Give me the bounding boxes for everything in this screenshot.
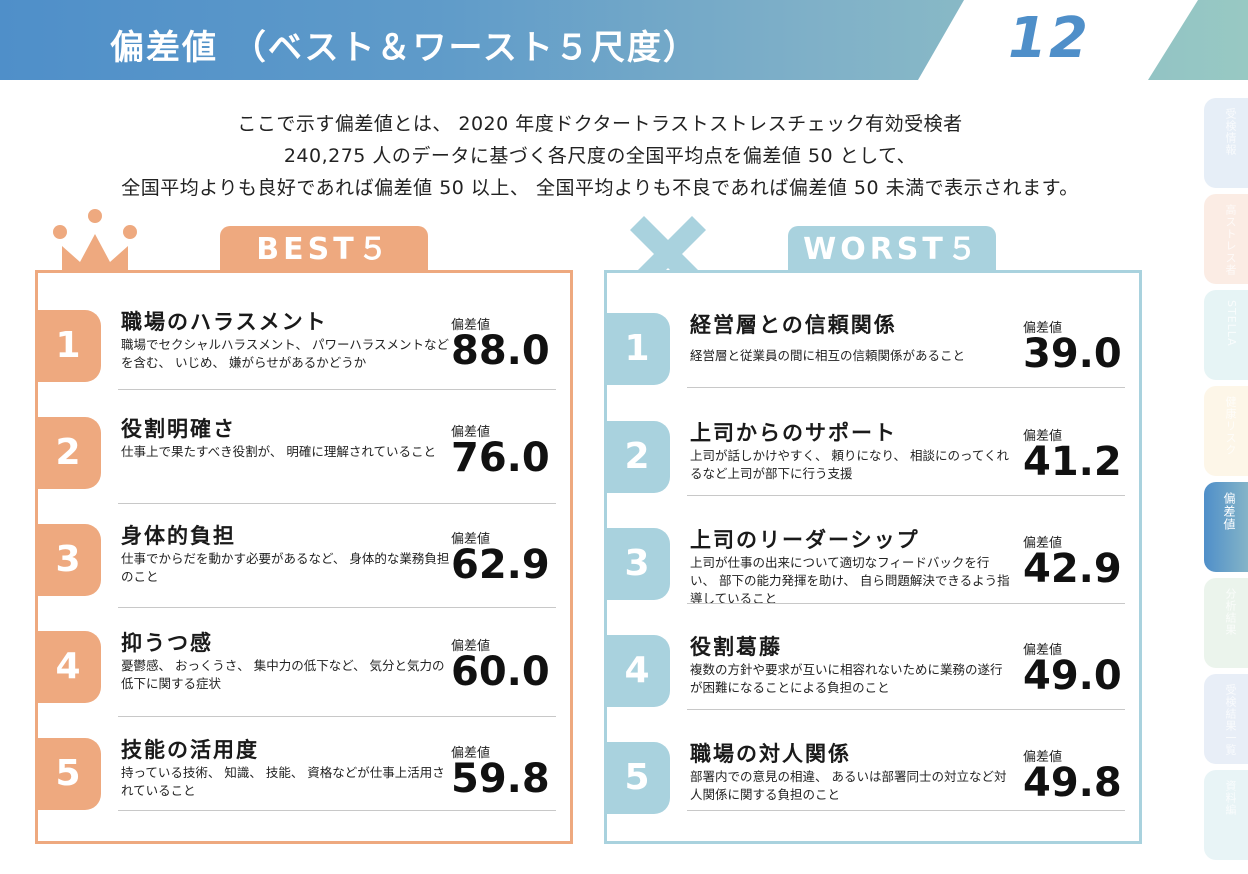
scale-title: 職場の対人関係: [690, 742, 851, 766]
rank-badge: 5: [35, 738, 101, 810]
deviation-label: 偏差値: [451, 639, 491, 654]
rank-badge: 5: [604, 742, 670, 814]
scale-title: 身体的負担: [121, 524, 236, 548]
best-item-4: 4 抑うつ感 憂鬱感、 おっくうさ、 集中力の低下など、 気分と気力の低下に関す…: [35, 631, 570, 741]
row-divider: [687, 810, 1125, 811]
row-divider: [118, 503, 556, 504]
rank-badge: 2: [35, 417, 101, 489]
worst-item-4: 4 役割葛藤 複数の方針や要求が互いに相容れないために業務の遂行が困難になること…: [604, 635, 1139, 745]
row-divider: [118, 716, 556, 717]
intro-text: ここで示す偏差値とは、 2020 年度ドクタートラストストレスチェック有効受検者…: [0, 108, 1200, 204]
scale-description: 上司が話しかけやすく、 頼りになり、 相談にのってくれるなど上司が部下に行う支援: [690, 448, 1009, 481]
side-tab-results-list[interactable]: 受検結果一覧: [1204, 674, 1248, 764]
deviation-value: 42.9: [1023, 546, 1122, 592]
row-divider: [118, 389, 556, 390]
intro-line: ここで示す偏差値とは、 2020 年度ドクタートラストストレスチェック有効受検者: [237, 113, 963, 135]
deviation-value: 62.9: [451, 542, 550, 588]
rank-badge: 4: [35, 631, 101, 703]
deviation-label: 偏差値: [1023, 321, 1063, 336]
best5-tab: BEST５: [220, 226, 428, 272]
deviation-label: 偏差値: [1023, 750, 1063, 765]
deviation-value: 60.0: [451, 649, 550, 695]
best-item-5: 5 技能の活用度 持っている技術、 知識、 技能、 資格などが仕事上活用されてい…: [35, 738, 570, 848]
side-tab-jukenjoho[interactable]: 受検情報: [1204, 98, 1248, 188]
scale-title: 上司からのサポート: [690, 421, 897, 445]
scale-title: 技能の活用度: [121, 738, 259, 762]
deviation-label: 偏差値: [1023, 536, 1063, 551]
scale-description: 複数の方針や要求が互いに相容れないために業務の遂行が困難になることによる負担のこ…: [690, 662, 1003, 695]
worst-item-1: 1 経営層との信頼関係 経営層と従業員の間に相互の信頼関係があること 偏差値 3…: [604, 313, 1139, 423]
rank-badge: 1: [604, 313, 670, 385]
worst5-tab: WORST５: [788, 226, 996, 272]
deviation-label: 偏差値: [451, 532, 491, 547]
scale-description: 持っている技術、 知識、 技能、 資格などが仕事上活用されていること: [121, 765, 445, 798]
scale-description: 仕事でからだを動かす必要があるなど、 身体的な業務負担のこと: [121, 551, 450, 584]
worst5-panel: 1 経営層との信頼関係 経営層と従業員の間に相互の信頼関係があること 偏差値 3…: [604, 270, 1142, 844]
row-divider: [687, 603, 1125, 604]
rank-badge: 1: [35, 310, 101, 382]
scale-description: 仕事上で果たすべき役割が、 明確に理解されていること: [121, 444, 436, 459]
scale-title: 上司のリーダーシップ: [690, 528, 920, 552]
scale-title: 抑うつ感: [121, 631, 213, 655]
deviation-value: 59.8: [451, 756, 550, 802]
intro-line: 240,275 人のデータに基づく各尺度の全国平均点を偏差値 50 として、: [283, 145, 917, 167]
page-title: 偏差値 （ベスト＆ワースト５尺度）: [110, 28, 699, 68]
best-item-1: 1 職場のハラスメント 職場でセクシャルハラスメント、 パワーハラスメントなどを…: [35, 310, 570, 420]
deviation-label: 偏差値: [451, 318, 491, 333]
scale-description: 憂鬱感、 おっくうさ、 集中力の低下など、 気分と気力の低下に関する症状: [121, 658, 445, 691]
scale-description: 上司が仕事の出来について適切なフィードバックを行い、 部下の能力発揮を助け、 自…: [690, 555, 1010, 606]
side-tab-health-risk[interactable]: 健康リスク: [1204, 386, 1248, 476]
scale-description: 職場でセクシャルハラスメント、 パワーハラスメントなどを含む、 いじめ、 嫌がら…: [121, 337, 449, 370]
intro-line: 全国平均よりも良好であれば偏差値 50 以上、 全国平均よりも不良であれば偏差値…: [121, 177, 1079, 199]
row-divider: [118, 810, 556, 811]
side-tab-appendix[interactable]: 資料編: [1204, 770, 1248, 860]
row-divider: [118, 607, 556, 608]
side-tab-analysis[interactable]: 分析結果: [1204, 578, 1248, 668]
side-tab-high-stress[interactable]: 高ストレス者: [1204, 194, 1248, 284]
scale-title: 役割葛藤: [690, 635, 782, 659]
row-divider: [687, 495, 1125, 496]
deviation-value: 76.0: [451, 435, 550, 481]
best-item-3: 3 身体的負担 仕事でからだを動かす必要があるなど、 身体的な業務負担のこと 偏…: [35, 524, 570, 634]
page-number-plate: [918, 0, 1198, 80]
deviation-label: 偏差値: [451, 425, 491, 440]
page-number: 12: [1008, 6, 1090, 71]
row-divider: [687, 387, 1125, 388]
worst-item-3: 3 上司のリーダーシップ 上司が仕事の出来について適切なフィードバックを行い、 …: [604, 528, 1139, 638]
deviation-value: 41.2: [1023, 439, 1122, 485]
deviation-value: 49.8: [1023, 760, 1122, 806]
rank-badge: 4: [604, 635, 670, 707]
scale-description: 経営層と従業員の間に相互の信頼関係があること: [690, 348, 966, 363]
page-header: 偏差値 （ベスト＆ワースト５尺度） 12: [0, 0, 1248, 80]
worst-item-5: 5 職場の対人関係 部署内での意見の相違、 あるいは部署同士の対立など対人関係に…: [604, 742, 1139, 852]
deviation-label: 偏差値: [1023, 429, 1063, 444]
side-tab-stella[interactable]: STELLA: [1204, 290, 1248, 380]
scale-title: 経営層との信頼関係: [690, 313, 897, 337]
scale-description: 部署内での意見の相違、 あるいは部署同士の対立など対人関係に関する負担のこと: [690, 769, 1007, 802]
deviation-value: 49.0: [1023, 653, 1122, 699]
row-divider: [687, 709, 1125, 710]
rank-badge: 3: [35, 524, 101, 596]
deviation-value: 39.0: [1023, 331, 1122, 377]
rank-badge: 3: [604, 528, 670, 600]
best-item-2: 2 役割明確さ 仕事上で果たすべき役割が、 明確に理解されていること 偏差値 7…: [35, 417, 570, 527]
side-tab-deviation[interactable]: 偏差値: [1204, 482, 1248, 572]
deviation-label: 偏差値: [1023, 643, 1063, 658]
worst-item-2: 2 上司からのサポート 上司が話しかけやすく、 頼りになり、 相談にのってくれる…: [604, 421, 1139, 531]
deviation-value: 88.0: [451, 328, 550, 374]
rank-badge: 2: [604, 421, 670, 493]
deviation-label: 偏差値: [451, 746, 491, 761]
scale-title: 役割明確さ: [121, 417, 236, 441]
scale-title: 職場のハラスメント: [121, 310, 328, 334]
best5-panel: 1 職場のハラスメント 職場でセクシャルハラスメント、 パワーハラスメントなどを…: [35, 270, 573, 844]
